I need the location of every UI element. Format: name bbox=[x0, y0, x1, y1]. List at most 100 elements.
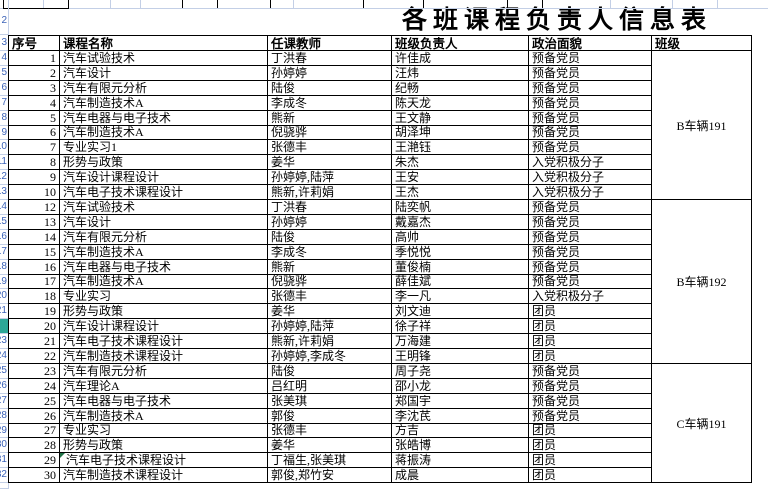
cell-index[interactable]: 20 bbox=[8, 319, 60, 334]
cell-index[interactable]: 18 bbox=[8, 289, 60, 304]
cell-course[interactable]: 汽车电器与电子技术 bbox=[60, 394, 268, 409]
row-header[interactable]: 15 bbox=[0, 215, 8, 230]
cell-political[interactable]: 入党积极分子 bbox=[529, 170, 652, 185]
cell-index[interactable]: 26 bbox=[8, 409, 60, 424]
cell-course[interactable]: 汽车制造技术A bbox=[60, 409, 268, 424]
cell-teacher[interactable]: 郭俊 bbox=[268, 409, 392, 424]
row-header[interactable]: 17 bbox=[0, 245, 8, 260]
row-header[interactable]: 24 bbox=[0, 349, 8, 364]
cell-leader[interactable]: 李一凡 bbox=[392, 289, 529, 304]
cell-leader[interactable]: 陆奕帆 bbox=[392, 200, 529, 215]
cell-course[interactable]: 专业实习 bbox=[60, 424, 268, 438]
class-merged-cell[interactable]: B车辆192 bbox=[652, 200, 752, 364]
cell-course[interactable]: 汽车理论A bbox=[60, 379, 268, 394]
cell-teacher[interactable]: 丁洪春 bbox=[268, 200, 392, 215]
cell-index[interactable]: 15 bbox=[8, 245, 60, 260]
column-header-index[interactable]: 序号 bbox=[8, 35, 60, 51]
cell-index[interactable]: 21 bbox=[8, 334, 60, 349]
cell-course[interactable]: 汽车有限元分析 bbox=[60, 364, 268, 379]
column-header-teacher[interactable]: 任课教师 bbox=[268, 35, 392, 51]
cell-index[interactable]: 19 bbox=[8, 304, 60, 319]
cell-political[interactable]: 团员 bbox=[529, 438, 652, 453]
cell-course[interactable]: 形势与政策 bbox=[60, 438, 268, 453]
cell-political[interactable]: 入党积极分子 bbox=[529, 155, 652, 170]
cell-course[interactable]: 汽车设计 bbox=[60, 215, 268, 230]
cell-index[interactable]: 25 bbox=[8, 394, 60, 409]
row-header[interactable]: 29 bbox=[0, 425, 8, 438]
cell-index[interactable]: 3 bbox=[8, 81, 60, 96]
cell-teacher[interactable]: 李成冬 bbox=[268, 96, 392, 111]
cell-course[interactable]: 形势与政策 bbox=[60, 155, 268, 170]
cell-leader[interactable]: 邵小龙 bbox=[392, 379, 529, 394]
cell-course[interactable]: 汽车设计课程设计 bbox=[60, 170, 268, 185]
cell-political[interactable]: 预备党员 bbox=[529, 51, 652, 66]
cell-index[interactable]: 5 bbox=[8, 111, 60, 126]
cell-political[interactable]: 预备党员 bbox=[529, 245, 652, 260]
cell-political[interactable]: 预备党员 bbox=[529, 96, 652, 111]
cell-teacher[interactable]: 张德丰 bbox=[268, 140, 392, 155]
cell-index[interactable]: 28 bbox=[8, 438, 60, 453]
cell-leader[interactable]: 王文静 bbox=[392, 111, 529, 126]
sheet-title[interactable]: 各班课程负责人信息表 bbox=[402, 7, 713, 34]
row-header[interactable]: 6 bbox=[0, 81, 8, 96]
cell-political[interactable]: 预备党员 bbox=[529, 394, 652, 409]
cell-teacher[interactable]: 郭俊,郑竹安 bbox=[268, 468, 392, 483]
cell-teacher[interactable]: 孙婷婷,陆萍 bbox=[268, 170, 392, 185]
cell-teacher[interactable]: 陆俊 bbox=[268, 364, 392, 379]
row-header[interactable]: 31 bbox=[0, 453, 8, 468]
row-header[interactable]: 32 bbox=[0, 468, 8, 483]
cell-index[interactable]: 8 bbox=[8, 155, 60, 170]
cell-leader[interactable]: 方吉 bbox=[392, 424, 529, 438]
row-header[interactable]: 3 bbox=[0, 35, 8, 51]
cell-course[interactable]: 专业实习1 bbox=[60, 140, 268, 155]
row-header[interactable]: 5 bbox=[0, 66, 8, 81]
cell-leader[interactable]: 王滟钰 bbox=[392, 140, 529, 155]
selected-row-header[interactable]: 22 bbox=[0, 319, 8, 334]
cell-leader[interactable]: 王安 bbox=[392, 170, 529, 185]
cell-course[interactable]: 汽车制造技术A bbox=[60, 245, 268, 260]
cell-leader[interactable]: 汪炜 bbox=[392, 66, 529, 81]
cell-course[interactable]: 汽车有限元分析 bbox=[60, 81, 268, 96]
cell-course[interactable]: 汽车制造技术课程设计 bbox=[60, 349, 268, 364]
cell-course[interactable]: 汽车电器与电子技术 bbox=[60, 260, 268, 275]
cell-teacher[interactable]: 姜华 bbox=[268, 304, 392, 319]
cell-index[interactable]: 27 bbox=[8, 424, 60, 438]
cell-course[interactable]: 专业实习 bbox=[60, 289, 268, 304]
cell-political[interactable]: 预备党员 bbox=[529, 66, 652, 81]
cell-index[interactable]: 22 bbox=[8, 349, 60, 364]
cell-leader[interactable]: 朱杰 bbox=[392, 155, 529, 170]
cell-leader[interactable]: 张皓博 bbox=[392, 438, 529, 453]
cell-teacher[interactable]: 张德丰 bbox=[268, 289, 392, 304]
cell-index[interactable]: 16 bbox=[8, 260, 60, 275]
cell-teacher[interactable]: 陆俊 bbox=[268, 230, 392, 245]
row-header[interactable]: 4 bbox=[0, 51, 8, 66]
cell-index[interactable]: 9 bbox=[8, 170, 60, 185]
cell-leader[interactable]: 季悦悦 bbox=[392, 245, 529, 260]
cell-leader[interactable]: 王杰 bbox=[392, 185, 529, 200]
row-header[interactable] bbox=[0, 483, 8, 489]
cell-political[interactable]: 入党积极分子 bbox=[529, 185, 652, 200]
row-header[interactable]: 23 bbox=[0, 334, 8, 349]
row-header[interactable]: 30 bbox=[0, 438, 8, 453]
cell-course[interactable]: 汽车制造技术课程设计 bbox=[60, 468, 268, 483]
cell-teacher[interactable]: 张德丰 bbox=[268, 424, 392, 438]
cell-teacher[interactable]: 熊新 bbox=[268, 111, 392, 126]
cell-teacher[interactable]: 姜华 bbox=[268, 438, 392, 453]
column-header-leader[interactable]: 班级负责人 bbox=[392, 35, 529, 51]
cell-leader[interactable]: 戴嘉杰 bbox=[392, 215, 529, 230]
cell-political[interactable]: 预备党员 bbox=[529, 140, 652, 155]
row-header[interactable]: 8 bbox=[0, 111, 8, 126]
cell-course[interactable]: 汽车制造技术A bbox=[60, 126, 268, 140]
cell-political[interactable]: 团员 bbox=[529, 304, 652, 319]
row-header[interactable]: 14 bbox=[0, 200, 8, 215]
cell-index[interactable]: 2 bbox=[8, 66, 60, 81]
cell-course[interactable]: 汽车电子技术课程设计 bbox=[60, 185, 268, 200]
column-header-class[interactable]: 班级 bbox=[652, 35, 752, 51]
cell-political[interactable]: 预备党员 bbox=[529, 275, 652, 289]
cell-leader[interactable]: 郑国宇 bbox=[392, 394, 529, 409]
cell-teacher[interactable]: 倪骁骅 bbox=[268, 126, 392, 140]
cell-index[interactable]: 29 bbox=[8, 453, 60, 468]
cell-political[interactable]: 团员 bbox=[529, 349, 652, 364]
class-merged-cell[interactable]: B车辆191 bbox=[652, 51, 752, 200]
cell-course[interactable]: 汽车电子技术课程设计 bbox=[60, 453, 268, 468]
